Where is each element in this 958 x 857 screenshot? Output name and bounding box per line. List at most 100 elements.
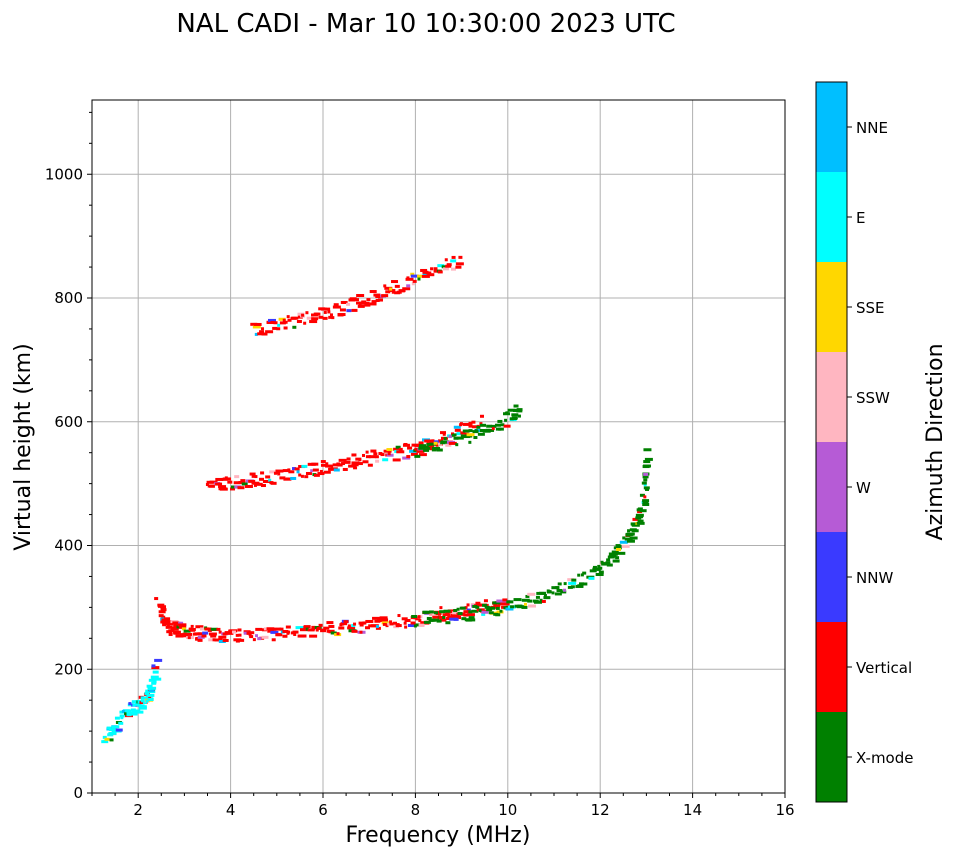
echo-mark bbox=[326, 621, 334, 625]
echo-mark bbox=[438, 442, 443, 446]
echo-mark bbox=[195, 625, 204, 629]
echo-mark bbox=[305, 311, 309, 315]
echo-mark bbox=[643, 472, 649, 476]
echo-mark bbox=[304, 475, 309, 479]
echo-mark bbox=[516, 408, 523, 412]
y-tick-label: 600 bbox=[54, 413, 83, 431]
colorbar-segment bbox=[816, 262, 847, 352]
echo-mark bbox=[401, 617, 408, 621]
echo-mark bbox=[626, 533, 633, 537]
echo-mark bbox=[320, 460, 326, 464]
echo-mark bbox=[467, 618, 476, 622]
echo-mark bbox=[414, 447, 421, 451]
echo-mark bbox=[471, 609, 479, 613]
echo-mark bbox=[323, 470, 331, 474]
echo-mark bbox=[332, 305, 341, 309]
echo-mark bbox=[486, 424, 493, 428]
echo-mark bbox=[282, 634, 288, 638]
echo-mark bbox=[154, 597, 159, 601]
echo-mark bbox=[303, 321, 307, 325]
echo-mark bbox=[435, 612, 442, 616]
echo-mark bbox=[367, 463, 373, 467]
echo-mark bbox=[283, 326, 288, 330]
echo-mark bbox=[234, 475, 240, 479]
echo-mark bbox=[253, 322, 262, 326]
echo-mark bbox=[259, 330, 265, 334]
echo-mark bbox=[261, 635, 269, 639]
echo-mark bbox=[287, 468, 291, 472]
echo-mark bbox=[272, 326, 278, 330]
echo-mark bbox=[418, 441, 424, 445]
echo-mark bbox=[426, 442, 431, 446]
echo-mark bbox=[451, 433, 455, 437]
echo-mark bbox=[321, 307, 328, 311]
echo-mark bbox=[187, 636, 191, 640]
echo-mark bbox=[381, 294, 389, 298]
echo-mark bbox=[362, 453, 366, 457]
echo-mark bbox=[369, 290, 377, 294]
echo-mark bbox=[322, 316, 328, 320]
echo-mark bbox=[212, 638, 216, 642]
echo-mark bbox=[495, 606, 500, 610]
echo-mark bbox=[301, 313, 305, 317]
echo-mark bbox=[386, 448, 393, 452]
echo-mark bbox=[440, 440, 449, 444]
echo-mark bbox=[364, 303, 371, 307]
echo-mark bbox=[577, 584, 584, 588]
echo-mark bbox=[521, 598, 530, 602]
x-tick-label: 6 bbox=[318, 801, 328, 819]
echo-mark bbox=[208, 638, 215, 642]
echo-mark bbox=[431, 448, 437, 452]
echo-mark bbox=[617, 544, 622, 548]
echo-mark bbox=[146, 693, 155, 697]
echo-mark bbox=[276, 327, 281, 331]
echo-mark bbox=[292, 325, 297, 329]
echo-mark bbox=[375, 295, 384, 299]
echo-mark bbox=[422, 610, 428, 614]
echo-mark bbox=[420, 621, 425, 625]
echo-mark bbox=[418, 623, 425, 627]
echo-mark bbox=[556, 588, 563, 592]
echo-mark bbox=[197, 638, 203, 642]
echo-mark bbox=[499, 609, 503, 613]
echo-mark bbox=[613, 546, 622, 550]
colorbar-tick-label: Vertical bbox=[856, 659, 912, 677]
echo-mark bbox=[301, 464, 308, 468]
echo-mark bbox=[355, 457, 362, 461]
echo-mark bbox=[254, 332, 258, 336]
echo-mark bbox=[382, 458, 389, 462]
echo-mark bbox=[523, 602, 527, 606]
echo-mark bbox=[115, 728, 123, 732]
echo-mark bbox=[147, 697, 154, 701]
echo-mark bbox=[310, 469, 314, 473]
echo-mark bbox=[374, 455, 379, 459]
echo-mark bbox=[227, 480, 233, 484]
echo-mark bbox=[205, 483, 209, 487]
echo-mark bbox=[297, 312, 305, 316]
echo-mark bbox=[411, 614, 418, 618]
echo-mark bbox=[273, 471, 277, 475]
echo-mark bbox=[166, 625, 170, 629]
echo-mark bbox=[442, 615, 446, 619]
echo-mark bbox=[240, 479, 246, 483]
echo-mark bbox=[423, 620, 431, 624]
echo-mark bbox=[637, 519, 644, 523]
echo-mark bbox=[108, 732, 114, 736]
echo-mark bbox=[577, 573, 581, 577]
echo-mark bbox=[443, 609, 451, 613]
echo-mark bbox=[643, 448, 652, 452]
echo-mark bbox=[270, 320, 275, 324]
echo-mark bbox=[330, 631, 337, 635]
echo-mark bbox=[459, 422, 463, 426]
echo-mark bbox=[145, 699, 149, 703]
echo-mark bbox=[432, 446, 441, 450]
echo-mark bbox=[570, 585, 575, 589]
echo-mark bbox=[609, 552, 618, 556]
echo-mark bbox=[366, 298, 371, 302]
echo-mark bbox=[357, 462, 363, 466]
echo-mark bbox=[505, 411, 509, 415]
echo-mark bbox=[261, 332, 268, 336]
echo-mark bbox=[305, 627, 309, 631]
echo-mark bbox=[389, 622, 394, 626]
colorbar-segment bbox=[816, 82, 847, 172]
